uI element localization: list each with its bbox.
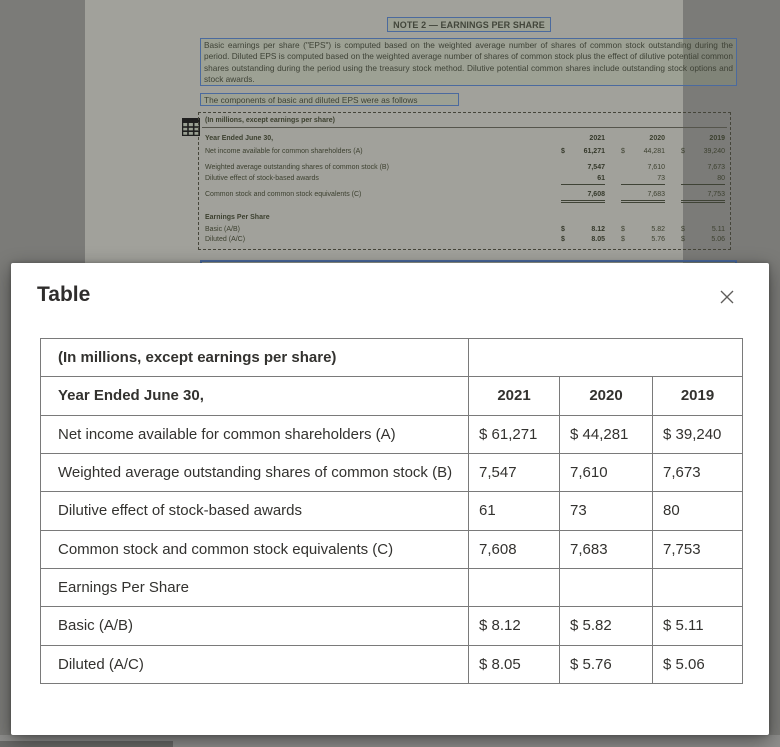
doc-table-row: Basic (A/B) $8.12 $5.82 $5.11 [205, 226, 725, 233]
year-header-2020: 2020 [559, 376, 653, 416]
doc-table-row: Net income available for common sharehol… [205, 148, 725, 155]
doc-table-row: Dilutive effect of stock-based awards 61… [199, 174, 730, 185]
table-row: Basic (A/B) $ 8.12 $ 5.82 $ 5.11 [40, 606, 744, 646]
table-row: Earnings Per Share [40, 567, 744, 608]
year-header-2019: 2019 [651, 376, 744, 416]
table-row: Net income available for common sharehol… [40, 414, 744, 454]
doc-components-line: The components of basic and diluted EPS … [200, 93, 459, 106]
table-row: Common stock and common stock equivalent… [40, 529, 744, 569]
close-icon [720, 290, 734, 304]
background-bottom-edge [0, 741, 173, 747]
table-header-label: Year Ended June 30, [40, 376, 469, 416]
table-modal: Table (In millions, except earnings per … [11, 263, 769, 735]
doc-table-row: Common stock and common stock equivalent… [199, 190, 730, 203]
doc-note-title: NOTE 2 — EARNINGS PER SHARE [387, 17, 551, 32]
close-button[interactable] [716, 286, 738, 308]
doc-table-row: Weighted average outstanding shares of c… [205, 164, 725, 171]
table-header-row: Year Ended June 30, 2021 2020 2019 [40, 376, 744, 416]
year-header-2021: 2021 [468, 376, 560, 416]
doc-table-header-row: Year Ended June 30, 2021 2020 2019 [199, 134, 730, 143]
modal-data-table: (In millions, except earnings per share)… [40, 337, 744, 685]
doc-table-header-label: Year Ended June 30, [205, 135, 274, 142]
background-bottom-strip [0, 735, 780, 747]
doc-eps-table: (In millions, except earnings per share)… [198, 112, 731, 250]
table-caption-cell: (In millions, except earnings per share) [40, 337, 469, 378]
doc-paragraph: Basic earnings per share ("EPS") is comp… [200, 38, 737, 86]
table-caption-row: (In millions, except earnings per share) [40, 337, 744, 378]
doc-year-2020: 2020 [649, 135, 665, 142]
table-row: Dilutive effect of stock-based awards 61… [40, 491, 744, 531]
doc-table-row: Diluted (A/C) $8.05 $5.76 $5.06 [205, 236, 725, 243]
table-row: Weighted average outstanding shares of c… [40, 452, 744, 493]
doc-year-2019: 2019 [709, 135, 725, 142]
table-icon [181, 117, 201, 137]
modal-title: Table [37, 283, 91, 306]
doc-year-2021: 2021 [589, 135, 605, 142]
table-caption-empty-cell [467, 337, 744, 378]
doc-table-caption: (In millions, except earnings per share) [202, 116, 727, 128]
table-row: Diluted (A/C) $ 8.05 $ 5.76 $ 5.06 [40, 644, 744, 685]
doc-eps-section-label: Earnings Per Share [205, 214, 270, 221]
doc-note-title-text: NOTE 2 — EARNINGS PER SHARE [393, 19, 545, 30]
doc-table-caption-text: (In millions, except earnings per share) [205, 117, 335, 124]
